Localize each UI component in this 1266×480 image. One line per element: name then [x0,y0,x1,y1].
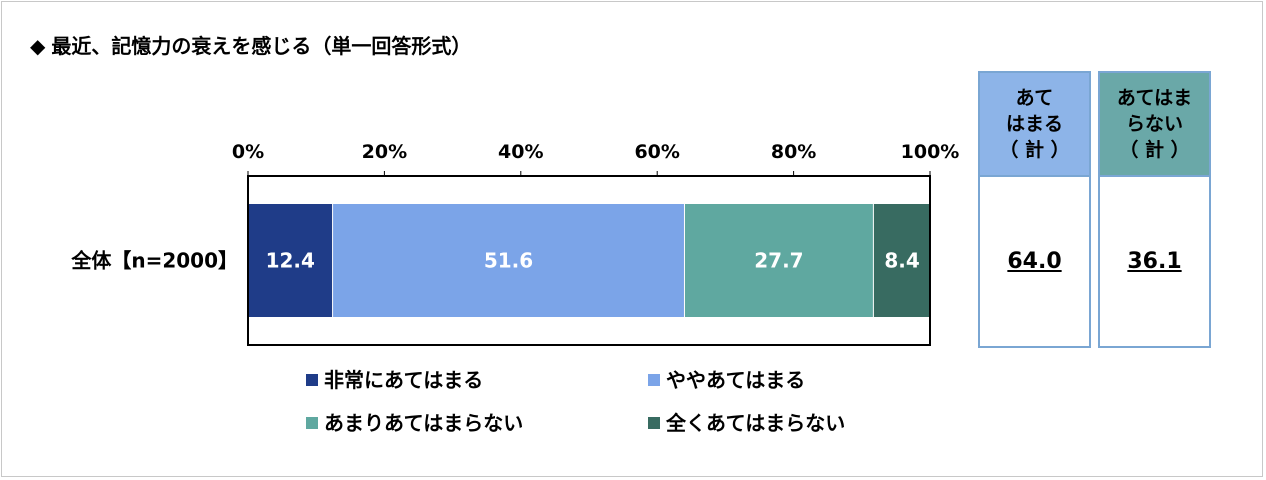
summary-applies-total: あて はまる （ 計 ） 64.0 [978,71,1091,348]
plot-area-border [247,175,931,346]
chart-title: ◆ 最近、記憶力の衰えを感じる（単一回答形式） [30,30,471,59]
bar-segment [332,204,685,317]
x-tick-label: 100% [901,141,960,163]
legend-label: 全くあてはまらない [665,411,845,435]
summary-not-applies-header-line-3: （ 計 ） [1119,139,1190,161]
bar-segment-label: 27.7 [754,249,803,273]
legend-swatch [306,374,318,386]
x-tick-label: 60% [634,141,679,163]
legend-label: 非常にあてはまる [324,368,483,392]
bar-segment [873,204,931,317]
chart-title-text: 最近、記憶力の衰えを感じる（単一回答形式） [51,34,472,58]
legend-swatch [648,417,660,429]
summary-applies-value: 64.0 [1007,249,1062,274]
x-tick-label: 20% [362,141,407,163]
summary-applies-header-line-2: はまる [1005,113,1063,135]
bar-segment-label: 51.6 [484,249,533,273]
x-tick-label: 80% [771,141,816,163]
summary-applies-header: あて はまる （ 計 ） [980,73,1089,177]
summary-applies-header-line-3: （ 計 ） [999,139,1070,161]
bar-segment [684,204,874,317]
legend-swatch [648,374,660,386]
legend-label: あまりあてはまらない [324,411,523,435]
diamond-icon: ◆ [30,34,46,58]
summary-not-applies-value: 36.1 [1127,249,1182,274]
summary-not-applies-total: あてはま らない （ 計 ） 36.1 [1098,71,1211,348]
bar-segment [248,204,333,317]
bar-segment-label: 8.4 [884,249,919,273]
legend-label: ややあてはまる [666,368,805,392]
legend-swatch [306,417,318,429]
x-tick-label: 40% [498,141,543,163]
summary-not-applies-header-line-2: らない [1125,113,1183,135]
x-tick-label: 0% [232,141,264,163]
summary-not-applies-header: あてはま らない （ 計 ） [1100,73,1209,177]
category-label: 全体【n=2000】 [70,249,238,273]
summary-not-applies-header-line-1: あてはま [1116,87,1193,109]
summary-applies-header-line-1: あて [1015,87,1054,109]
bar-segment-label: 12.4 [266,249,315,273]
